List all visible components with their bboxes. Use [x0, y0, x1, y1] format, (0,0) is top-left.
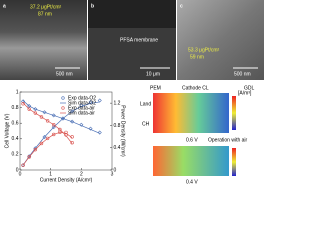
legend-label: Sim data-air [68, 110, 95, 116]
scale: 10 μm [146, 71, 160, 77]
sem-a: a 37.2 μgPt/cm² 87 nm 500 nm [0, 0, 87, 80]
land: Land [140, 101, 151, 107]
x-tick-label: 3 [111, 171, 114, 177]
marker [64, 130, 68, 135]
x-tick-label: 0 [19, 171, 22, 177]
marker [97, 98, 102, 103]
colorbar [232, 148, 236, 176]
mode: Operation with air [208, 137, 248, 143]
marker [88, 126, 93, 131]
y-tick-label: 0 [16, 167, 19, 173]
scale: 500 nm [234, 71, 251, 77]
y2-tick-label: 1.2 [114, 100, 121, 106]
series-line [22, 101, 100, 166]
y2-tick-label: 0 [114, 167, 117, 173]
marker [45, 136, 50, 141]
marker [79, 122, 84, 127]
colorbar [232, 96, 236, 130]
contours: PEM Cathode CL GDL Land CH [A/m³] 0.6 V … [140, 85, 255, 185]
legend-marker [61, 96, 65, 100]
pem: PEM [150, 85, 161, 91]
marker [39, 115, 44, 119]
y2-tick-label: 0.8 [114, 123, 121, 129]
marker [45, 119, 50, 123]
series-line [22, 131, 73, 166]
y-tick-label: 0.8 [12, 105, 19, 111]
cathode: Cathode CL [182, 85, 209, 91]
y2-axis-title: Power Density (W/cm²) [120, 105, 126, 157]
marker [27, 107, 31, 111]
figure: a 37.2 μgPt/cm² 87 nm 500 nm b PFSA memb… [0, 0, 264, 185]
marker [21, 101, 25, 106]
marker [52, 132, 56, 137]
series-line [22, 102, 73, 144]
y-tick-label: 1 [16, 89, 19, 95]
channel: CH [142, 121, 150, 127]
thickness: 59 nm [190, 54, 204, 60]
marker [21, 163, 25, 167]
marker [52, 123, 56, 127]
sem-b: b PFSA membrane 10 μm [88, 0, 176, 80]
voltage: 0.4 V [186, 179, 198, 185]
thickness: 87 nm [38, 11, 52, 17]
marker [97, 130, 102, 135]
loading: 37.2 μgPt/cm² [30, 4, 62, 10]
legend-label: Exp data-O2 [68, 95, 96, 101]
x-tick-label: 1 [49, 171, 52, 177]
gdl: GDL [244, 85, 255, 91]
loading: 53.3 μgPt/cm² [188, 47, 220, 53]
marker [39, 141, 44, 146]
marker [33, 111, 38, 115]
membrane [88, 28, 176, 80]
legend-label: Exp data-air [68, 105, 95, 111]
marker [27, 155, 31, 159]
x-tick-label: 2 [80, 171, 83, 177]
contour-map [153, 93, 229, 133]
x-axis-title: Current Density (A/cm²) [40, 177, 93, 183]
marker [70, 141, 74, 145]
marker [79, 103, 84, 108]
voltage: 0.6 V [186, 137, 198, 143]
membrane-label: PFSA membrane [120, 37, 158, 43]
scale: 500 nm [56, 71, 73, 77]
y-axis-title: Cell Voltage (V) [4, 113, 10, 148]
unit: [A/m³] [238, 90, 252, 96]
y-tick-label: 0.2 [12, 152, 19, 158]
panel-label: c [180, 3, 183, 9]
panel-label: b [91, 3, 94, 9]
sem-image [0, 0, 87, 80]
contour-map [153, 146, 229, 176]
y2-tick-label: 0.4 [114, 145, 121, 151]
series-line [22, 100, 100, 134]
panel-label: a [3, 3, 6, 9]
sem-c: c 53.3 μgPt/cm² 59 nm 500 nm [177, 0, 264, 80]
plot-frame [19, 91, 113, 171]
y-tick-label: 0.4 [12, 136, 19, 142]
legend-marker [61, 106, 65, 110]
legend-label: Sim data-O2 [68, 100, 96, 106]
sem-image [177, 0, 264, 80]
marker [33, 147, 38, 152]
marker [42, 134, 47, 140]
y-tick-label: 0.6 [12, 121, 19, 127]
